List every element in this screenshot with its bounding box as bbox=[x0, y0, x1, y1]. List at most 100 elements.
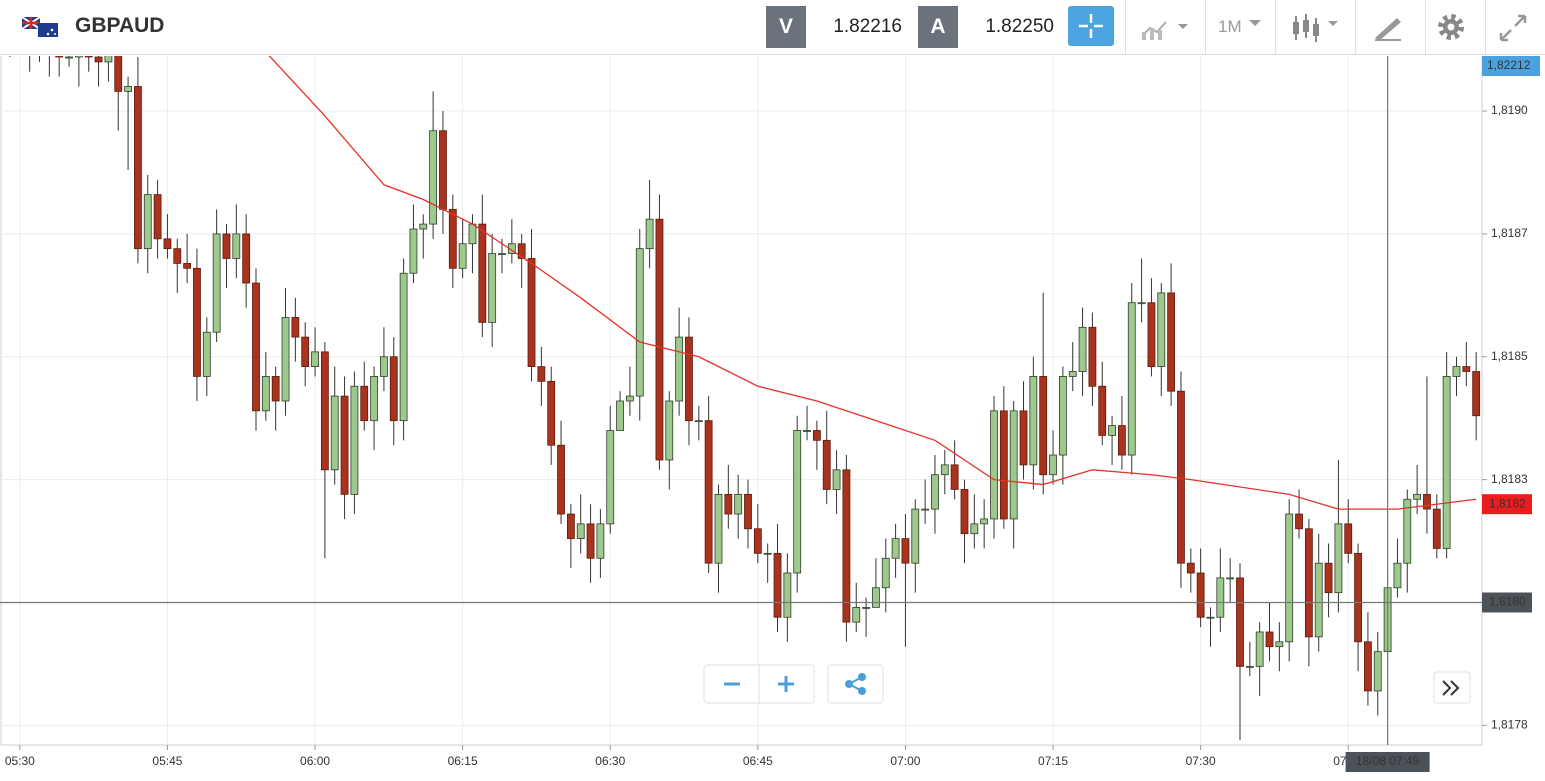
x-tick-label: 07:00 bbox=[890, 754, 920, 768]
candle-body bbox=[980, 518, 989, 525]
share-button[interactable] bbox=[845, 673, 866, 695]
candle-body bbox=[1354, 552, 1362, 643]
settings-button[interactable] bbox=[1436, 12, 1466, 42]
candle-body bbox=[46, 47, 53, 52]
x-tick-label: 06:30 bbox=[595, 754, 625, 768]
candle-body bbox=[1255, 631, 1264, 667]
candle-body bbox=[448, 208, 457, 269]
candle-body bbox=[134, 86, 142, 250]
candle-body bbox=[1206, 616, 1215, 619]
candle-body bbox=[429, 130, 438, 225]
crosshair-button[interactable] bbox=[1068, 6, 1114, 46]
candle-body bbox=[990, 410, 998, 520]
candle-body bbox=[616, 400, 624, 431]
candle-body bbox=[498, 253, 506, 255]
bid-label[interactable]: V bbox=[766, 6, 806, 48]
candle-body bbox=[1019, 410, 1028, 466]
candle-body bbox=[153, 194, 162, 240]
candle-body bbox=[596, 523, 605, 559]
current-price-box bbox=[1482, 56, 1540, 76]
candle-body bbox=[212, 233, 221, 333]
candle-body bbox=[1147, 302, 1156, 368]
candle-body bbox=[1058, 376, 1067, 456]
ask-price[interactable]: 1.82250 bbox=[985, 16, 1054, 37]
candle-body bbox=[1236, 577, 1244, 667]
candle-body bbox=[1432, 508, 1441, 549]
candle-body bbox=[1324, 562, 1333, 594]
fullscreen-button[interactable] bbox=[1498, 13, 1528, 43]
candle-body bbox=[694, 420, 703, 423]
candle-body bbox=[409, 228, 418, 274]
candle-body bbox=[1413, 493, 1422, 500]
candle-body bbox=[439, 130, 447, 210]
candle-body bbox=[586, 523, 595, 559]
candle-body bbox=[1088, 326, 1097, 387]
candle-body bbox=[1265, 631, 1274, 648]
y-tick-label: 1,8183 bbox=[1491, 472, 1528, 486]
draw-button[interactable] bbox=[1372, 14, 1404, 42]
candle-body bbox=[783, 572, 792, 618]
candle-body bbox=[675, 336, 684, 402]
candle-body bbox=[104, 56, 113, 63]
candle-body bbox=[1285, 513, 1294, 643]
candle-body bbox=[370, 376, 378, 422]
candle-body bbox=[1078, 326, 1087, 372]
candle-body bbox=[399, 272, 408, 422]
candle-body bbox=[281, 317, 290, 402]
candle-body bbox=[1423, 493, 1431, 510]
flag-icon bbox=[22, 17, 58, 37]
candle-body bbox=[852, 607, 861, 623]
zoom-in-button[interactable] bbox=[778, 676, 794, 692]
candle-body bbox=[1216, 577, 1225, 618]
candle-body bbox=[311, 351, 319, 368]
chart-type-button[interactable] bbox=[1138, 14, 1194, 42]
candle-body bbox=[1403, 498, 1412, 564]
timeframe-button[interactable]: 1M bbox=[1218, 17, 1242, 36]
candle-body bbox=[704, 420, 713, 564]
candle-body bbox=[1334, 523, 1343, 594]
scroll-end-button[interactable] bbox=[1433, 671, 1471, 704]
candle-body bbox=[872, 587, 880, 608]
candle-body bbox=[1462, 366, 1471, 372]
candle-body bbox=[1373, 651, 1382, 692]
candle-style-button[interactable] bbox=[1290, 12, 1346, 44]
candle-body bbox=[527, 258, 536, 368]
candle-body bbox=[714, 493, 723, 564]
x-tick-label: 07:30 bbox=[1186, 754, 1216, 768]
candle-body bbox=[881, 557, 890, 589]
x-tick-label: 05:45 bbox=[152, 754, 182, 768]
separator bbox=[1275, 0, 1276, 54]
candle-body bbox=[271, 376, 280, 402]
separator bbox=[1205, 0, 1206, 54]
current-price-label: 1,82212 bbox=[1487, 58, 1531, 72]
x-tick-label: 05:30 bbox=[5, 754, 35, 768]
candle-body bbox=[1226, 577, 1235, 580]
candle-body bbox=[389, 356, 398, 422]
candle-body bbox=[232, 233, 241, 259]
candle-body bbox=[350, 385, 359, 495]
candle-body bbox=[1167, 292, 1176, 392]
candle-body bbox=[773, 552, 782, 618]
x-tick-label: 06:15 bbox=[448, 754, 478, 768]
ask-label[interactable]: A bbox=[918, 6, 958, 48]
candle-body bbox=[566, 513, 575, 539]
candle-body bbox=[1009, 410, 1018, 520]
bid-price[interactable]: 1.82216 bbox=[833, 16, 902, 37]
candle-body bbox=[950, 464, 959, 490]
candle-body bbox=[999, 410, 1008, 520]
candle-body bbox=[360, 385, 369, 422]
separator bbox=[1425, 0, 1426, 54]
candle-body bbox=[94, 56, 103, 63]
candle-body bbox=[36, 37, 43, 47]
candle-body bbox=[419, 223, 428, 230]
x-tick-label: 06:00 bbox=[300, 754, 330, 768]
crosshair-time-box bbox=[1345, 752, 1430, 772]
candle-body bbox=[832, 469, 841, 490]
symbol: GBPAUD bbox=[75, 14, 165, 37]
candle-body bbox=[202, 331, 211, 377]
toolbar: GBPAUD V 1.82216 A 1.82250 1M bbox=[0, 0, 1545, 55]
candle-body bbox=[822, 439, 831, 490]
candle-body bbox=[812, 430, 821, 441]
candle-body bbox=[1177, 390, 1185, 564]
